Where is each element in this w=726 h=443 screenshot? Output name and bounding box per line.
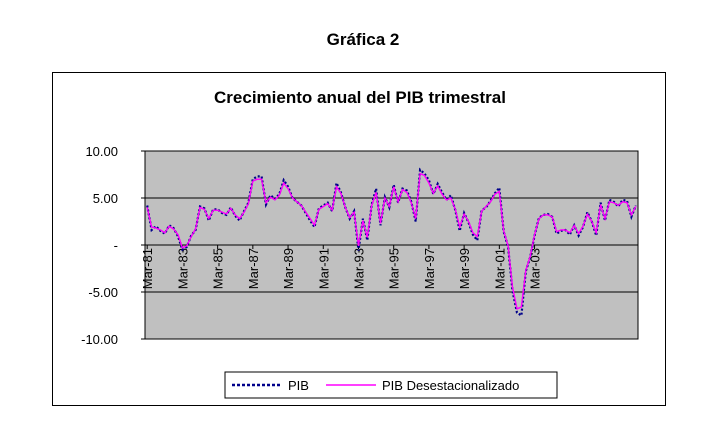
series-line-overlay	[146, 172, 637, 310]
x-tick-label: Mar-01	[492, 248, 507, 289]
x-tick-label: Mar-91	[316, 248, 331, 289]
legend-label-pib: PIB	[288, 378, 309, 393]
legend: PIB PIB Desestacionalizado	[224, 371, 558, 399]
x-tick-label: Mar-03	[528, 248, 543, 289]
x-tick-label: Mar-93	[351, 248, 366, 289]
chart-frame	[52, 72, 666, 406]
x-tick-label: Mar-89	[281, 248, 296, 289]
x-tick-label: Mar-85	[211, 248, 226, 289]
x-tick-label: Mar-97	[422, 248, 437, 289]
y-tick-label: -	[114, 238, 118, 253]
y-tick-label: -5.00	[88, 285, 118, 300]
y-tick-label: 5.00	[93, 191, 118, 206]
legend-label-pib-desestacionalizado: PIB Desestacionalizado	[382, 378, 519, 393]
x-tick-label: Mar-95	[387, 248, 402, 289]
y-tick-label: 10.00	[85, 144, 118, 159]
x-tick-label: Mar-87	[246, 248, 261, 289]
y-tick-label: -10.00	[81, 332, 118, 347]
x-tick-label: Mar-81	[140, 248, 155, 289]
legend-box	[224, 371, 558, 399]
chart-title: Crecimiento anual del PIB trimestral	[214, 88, 506, 107]
x-tick-label: Mar-99	[457, 248, 472, 289]
x-tick-label: Mar-83	[175, 248, 190, 289]
figure-title: Gráfica 2	[326, 30, 400, 49]
